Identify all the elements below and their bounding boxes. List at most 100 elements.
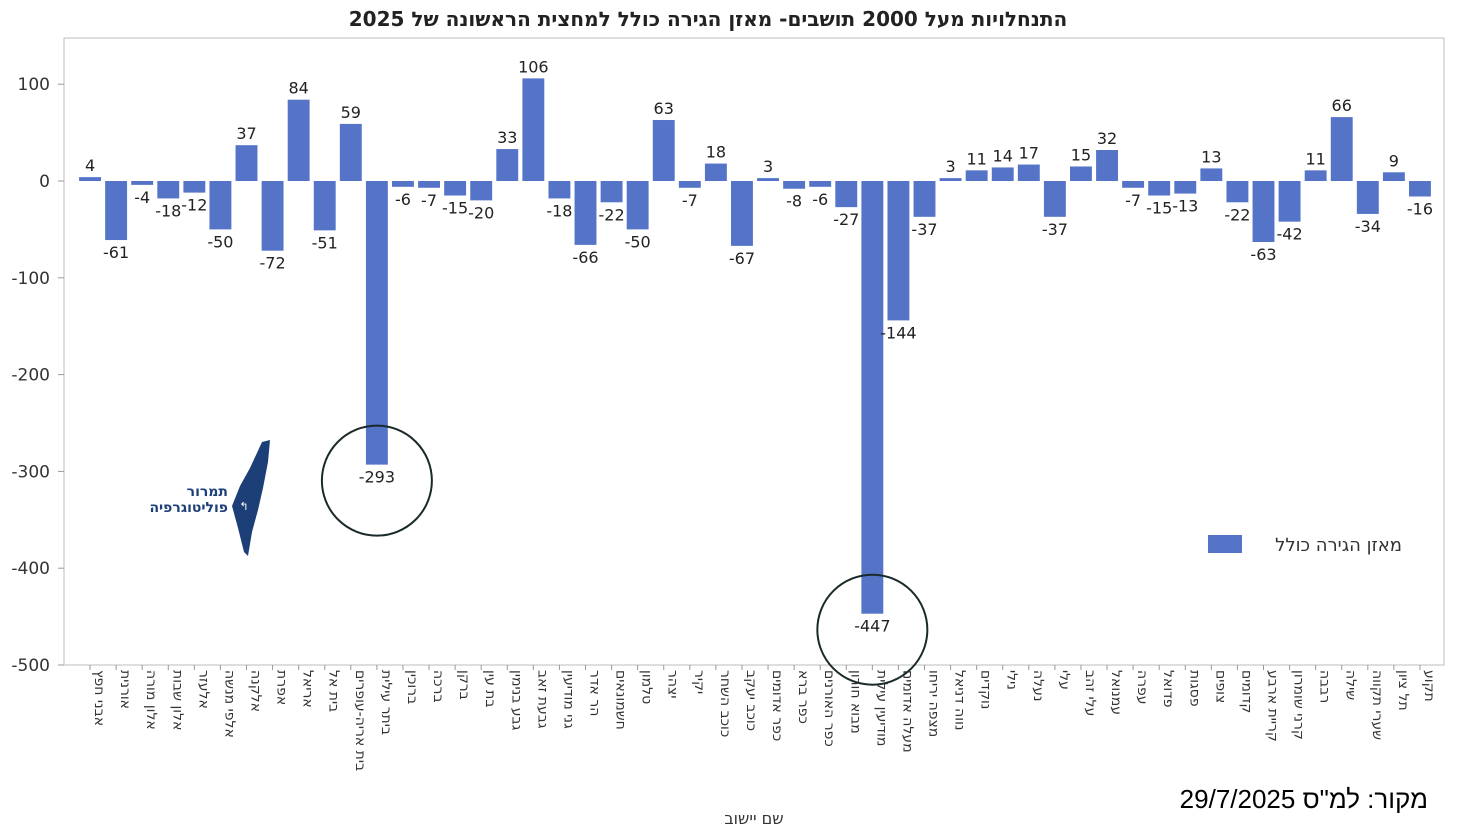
bar	[261, 181, 284, 251]
bar	[470, 181, 493, 201]
x-category-label: כפר אדומים	[769, 670, 785, 741]
x-category-label: כפר ברא	[795, 670, 811, 724]
value-label: -72	[260, 254, 286, 273]
x-category-label: כפר האורנים	[821, 670, 837, 747]
bar	[235, 145, 258, 181]
bar	[965, 170, 988, 181]
bar	[1122, 181, 1145, 188]
x-category-label: רבבה	[1317, 670, 1333, 703]
x-category-label: צופים	[1212, 670, 1228, 703]
value-label: -8	[786, 192, 802, 211]
value-label: -22	[1224, 205, 1250, 224]
x-category-label: אלפי מנשה	[221, 670, 237, 738]
x-category-label: תל ציון	[1395, 670, 1411, 711]
value-label: 3	[763, 157, 773, 176]
value-label: -15	[1146, 199, 1172, 218]
turn-sign-icon: ↰	[239, 500, 248, 513]
x-category-label: ברוכין	[404, 670, 420, 704]
value-label: -42	[1277, 225, 1303, 244]
value-label: 13	[1201, 147, 1221, 166]
bar	[1409, 181, 1431, 197]
logo-line-2: פוליטוגרפיה	[149, 500, 228, 516]
highlight-circle	[320, 424, 433, 537]
value-label: 106	[518, 57, 549, 76]
bar	[574, 181, 597, 245]
value-label: -37	[911, 220, 937, 239]
y-tick-label: -100	[11, 269, 50, 289]
bar	[444, 181, 467, 196]
x-category-label: קרני שומרון	[1291, 670, 1307, 740]
bar	[392, 181, 414, 187]
x-category-label: הר אדר	[587, 670, 603, 716]
x-category-label: כוכב השחר	[717, 670, 733, 737]
value-label: 59	[341, 103, 361, 122]
value-label: 15	[1071, 145, 1091, 164]
bar	[339, 123, 362, 181]
x-category-label: ברכה	[430, 670, 446, 703]
value-label: -37	[1042, 220, 1068, 239]
bar	[287, 99, 310, 181]
legend-label: מאזן הגירה כולל	[1275, 535, 1402, 556]
x-category-label: פסגות	[1186, 670, 1202, 707]
x-category-label: מודיעין עילית	[873, 670, 889, 746]
bar	[313, 181, 336, 231]
value-label: 17	[1019, 144, 1039, 163]
highlight-circles	[320, 424, 929, 686]
bar	[105, 181, 128, 241]
bar	[939, 178, 962, 181]
value-label: -18	[155, 201, 181, 220]
value-label: -447	[854, 617, 890, 636]
x-category-label: יקיר	[691, 670, 707, 694]
bar	[1278, 181, 1301, 222]
value-label: -50	[207, 232, 233, 251]
x-categories: אבני חפץ אורנית אלון מורה אלון שבות אלעזר אלפ…	[89, 665, 1437, 771]
logo: ↰ תמרור פוליטוגרפיה	[149, 440, 270, 556]
value-label: -27	[833, 210, 859, 229]
x-category-label: עמנואל	[1108, 670, 1124, 715]
source-note: מקור: למ"ס 29/7/2025	[1180, 784, 1428, 814]
value-label: -7	[421, 191, 437, 210]
x-category-label: פדואל	[1160, 670, 1176, 708]
bar	[652, 120, 675, 181]
logo-line-1: תמרור	[187, 484, 228, 500]
bar	[1070, 166, 1092, 181]
value-label: 11	[966, 149, 986, 168]
israel-map-icon	[232, 440, 270, 556]
bar	[861, 181, 884, 614]
x-category-label: כוכב יעקב	[743, 670, 759, 731]
bar	[522, 78, 545, 181]
y-tick-label: 0	[39, 172, 50, 192]
x-category-label: עפרה	[1134, 670, 1150, 705]
bar	[365, 181, 388, 465]
bar	[783, 181, 806, 189]
bar	[1252, 181, 1275, 242]
legend: מאזן הגירה כולל	[1208, 535, 1402, 556]
bar	[809, 181, 832, 187]
value-label: -50	[625, 232, 651, 251]
x-category-label: אלון מורה	[143, 670, 159, 730]
value-label: -66	[572, 248, 598, 267]
x-category-label: גני מודיעין	[560, 670, 576, 729]
y-axis: 100 0 -100 -200 -300 -400 -500	[11, 75, 64, 676]
y-tick-label: -500	[11, 656, 50, 676]
x-category-label: קדומים	[1238, 670, 1254, 713]
x-category-label: נילי	[1004, 670, 1020, 690]
y-tick-label: -300	[11, 462, 50, 482]
bar	[600, 181, 623, 203]
x-category-label: יצהר	[665, 670, 681, 699]
x-category-label: אלעזר	[195, 670, 211, 709]
value-label: -15	[442, 199, 468, 218]
x-category-label: תקוע	[1421, 670, 1437, 702]
x-category-label: ביתר עילית	[378, 670, 394, 735]
value-label: 84	[288, 79, 308, 98]
bar	[1382, 172, 1405, 181]
bar	[1304, 170, 1327, 181]
bar	[1330, 117, 1353, 181]
x-category-label: שילה	[1343, 670, 1359, 700]
legend-swatch	[1208, 535, 1242, 553]
value-label: 63	[654, 99, 674, 118]
x-category-label: ברקן	[456, 670, 472, 700]
x-category-label: בת עין	[482, 670, 498, 707]
value-label: -34	[1355, 217, 1381, 236]
